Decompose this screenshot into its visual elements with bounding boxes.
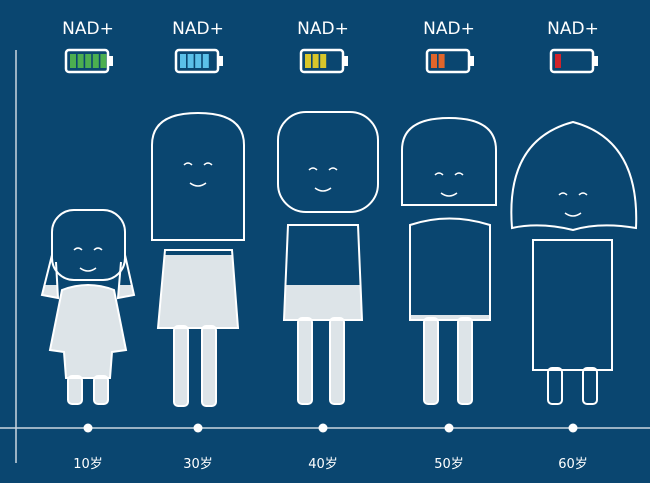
age-label: 10岁	[73, 457, 103, 472]
person-figure	[401, 116, 497, 405]
person-figure	[151, 111, 245, 407]
age-label: 40岁	[308, 457, 338, 472]
age-label: 50岁	[434, 457, 464, 472]
person-figure	[277, 111, 379, 405]
nad-level-fill	[511, 122, 636, 404]
battery-bar	[195, 54, 202, 68]
person-figure	[40, 209, 136, 405]
timeline-dot	[568, 423, 578, 433]
nad-level-fill	[42, 285, 134, 404]
battery-bar	[180, 54, 186, 68]
battery-bar	[320, 54, 327, 68]
timeline-dot	[444, 423, 454, 433]
battery-icon	[64, 48, 113, 74]
nad-label: NAD+	[423, 19, 475, 39]
battery-icon	[299, 48, 348, 74]
battery-bar	[202, 54, 209, 68]
nad-label: NAD+	[297, 19, 349, 39]
nad-label: NAD+	[172, 19, 224, 39]
battery-bar	[431, 54, 437, 68]
nad-label: NAD+	[547, 19, 599, 39]
battery-bar	[85, 54, 92, 68]
stage-40岁: NAD+ 40岁	[277, 19, 379, 472]
face	[73, 247, 103, 272]
nad-level-fill	[410, 315, 490, 404]
timeline-dot	[193, 423, 203, 433]
face	[434, 172, 464, 197]
face	[183, 162, 213, 187]
age-label: 30岁	[183, 457, 213, 472]
timeline-dot	[318, 423, 328, 433]
battery-icon	[549, 48, 598, 74]
face	[308, 167, 338, 192]
battery-bar	[305, 54, 311, 68]
stage-60岁: NAD+ 60岁	[510, 19, 638, 472]
stage-50岁: NAD+ 50岁	[401, 19, 497, 472]
nad-label: NAD+	[62, 19, 114, 39]
face	[558, 192, 588, 217]
timeline-dot	[83, 423, 93, 433]
battery-bar	[77, 54, 84, 68]
battery-bar	[187, 54, 194, 68]
nad-level-fill	[158, 255, 238, 406]
stage-30岁: NAD+ 30岁	[151, 19, 245, 472]
battery-bar	[312, 54, 319, 68]
battery-bar	[100, 54, 107, 68]
battery-bar	[92, 54, 99, 68]
battery-bar	[555, 54, 561, 68]
battery-bar	[70, 54, 76, 68]
age-label: 60岁	[558, 457, 588, 472]
nad-level-fill	[284, 285, 362, 404]
battery-icon	[174, 48, 223, 74]
battery-icon	[425, 48, 474, 74]
battery-bar	[438, 54, 445, 68]
stage-10岁: NAD+ 10岁	[40, 19, 136, 472]
person-figure	[510, 120, 638, 405]
